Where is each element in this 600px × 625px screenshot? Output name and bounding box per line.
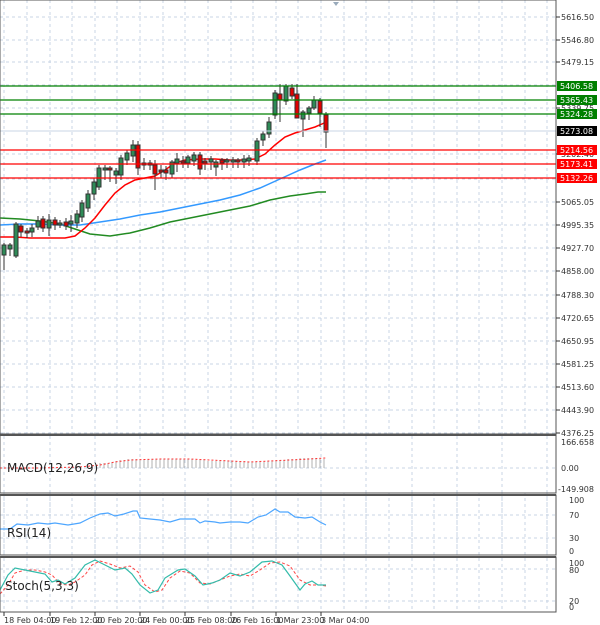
time-label: 20 Feb 20:00 <box>95 616 147 625</box>
macd-signal-line <box>0 457 327 469</box>
svg-text:5214.56: 5214.56 <box>560 146 593 155</box>
time-label: 26 Feb 16:00 <box>231 616 283 625</box>
stoch-axis: 100 80 20 0 <box>569 559 584 612</box>
price-label: 4443.90 <box>561 406 594 415</box>
level-tag-r1: 5406.58 <box>557 81 597 91</box>
rsi-axis: 100 70 30 0 <box>569 496 584 556</box>
level-tag-s1: 5214.56 <box>557 145 597 155</box>
level-tag-s3: 5132.26 <box>557 173 597 183</box>
support-lines <box>0 149 556 179</box>
time-label: 25 Feb 08:00 <box>185 616 237 625</box>
svg-text:5132.26: 5132.26 <box>560 174 593 183</box>
stoch-axis-label: 100 <box>569 559 584 568</box>
svg-text:5324.28: 5324.28 <box>560 110 593 119</box>
time-label: 3 Mar 04:00 <box>321 616 369 625</box>
price-label: 4858.00 <box>561 267 594 276</box>
svg-text:5173.41: 5173.41 <box>560 160 593 169</box>
price-label: 4650.95 <box>561 337 594 346</box>
price-label: 5479.15 <box>561 58 594 67</box>
macd-label: MACD(12,26,9) <box>7 461 98 475</box>
macd-axis-label: 166.658 <box>561 438 594 447</box>
chart-shift-marker[interactable] <box>333 2 339 6</box>
macd-axis-label: 0.00 <box>561 464 579 473</box>
stoch-panel: Stoch(5,3,3) <box>0 556 557 613</box>
level-tag-r3: 5324.28 <box>557 109 597 119</box>
rsi-axis-label: 70 <box>569 511 579 520</box>
price-label: 5065.05 <box>561 198 594 207</box>
stoch-axis-label: 20 <box>569 597 579 606</box>
level-tag-s2: 5173.41 <box>557 159 597 169</box>
current-price-tag: 5273.08 <box>557 126 597 136</box>
resistance-lines <box>0 85 556 115</box>
macd-histogram <box>99 458 325 468</box>
price-axis: 5616.50 5546.80 5479.15 5339.75 5202.40 … <box>556 13 597 438</box>
price-label: 4927.70 <box>561 244 594 253</box>
price-label: 4581.25 <box>561 360 594 369</box>
vertical-grid <box>3 496 548 555</box>
stoch-k-line <box>0 559 326 594</box>
svg-text:5273.08: 5273.08 <box>560 127 593 136</box>
time-label: 1 Mar 23:00 <box>276 616 324 625</box>
stoch-panel-frame <box>0 556 557 613</box>
time-axis: 18 Feb 04:00 19 Feb 12:00 20 Feb 20:00 2… <box>3 612 369 625</box>
price-label: 4995.35 <box>561 221 594 230</box>
level-tag-r2: 5365.43 <box>557 95 597 105</box>
rsi-line <box>0 508 327 530</box>
rsi-panel: RSI(14) <box>0 494 557 556</box>
time-label: 18 Feb 04:00 <box>4 616 56 625</box>
svg-text:5365.43: 5365.43 <box>560 96 593 105</box>
macd-panel: MACD(12,26,9) <box>0 434 557 494</box>
price-label: 4513.60 <box>561 383 594 392</box>
macd-axis-label: -149.908 <box>558 485 594 494</box>
price-label: 5616.50 <box>561 13 594 22</box>
price-label: 4788.30 <box>561 291 594 300</box>
rsi-axis-label: 0 <box>569 547 574 556</box>
stoch-d-line <box>0 560 327 595</box>
price-label: 4376.25 <box>561 429 594 438</box>
rsi-axis-label: 30 <box>569 534 579 543</box>
stoch-axis-label: 80 <box>569 566 579 575</box>
price-label: 4720.65 <box>561 314 594 323</box>
candlesticks <box>1 84 329 270</box>
time-label: 19 Feb 12:00 <box>50 616 102 625</box>
macd-axis: 166.658 0.00 -149.908 <box>558 438 594 494</box>
price-panel <box>0 0 557 612</box>
rsi-panel-frame <box>0 494 557 556</box>
stoch-label: Stoch(5,3,3) <box>5 579 79 593</box>
rsi-label: RSI(14) <box>7 526 51 540</box>
rsi-axis-label: 100 <box>569 496 584 505</box>
svg-text:5406.58: 5406.58 <box>560 82 593 91</box>
vertical-grid <box>3 558 548 612</box>
time-label: 24 Feb 00:00 <box>140 616 192 625</box>
stoch-axis-label: 0 <box>569 603 574 612</box>
price-label: 5339.75 <box>561 104 594 113</box>
price-label: 5546.80 <box>561 36 594 45</box>
